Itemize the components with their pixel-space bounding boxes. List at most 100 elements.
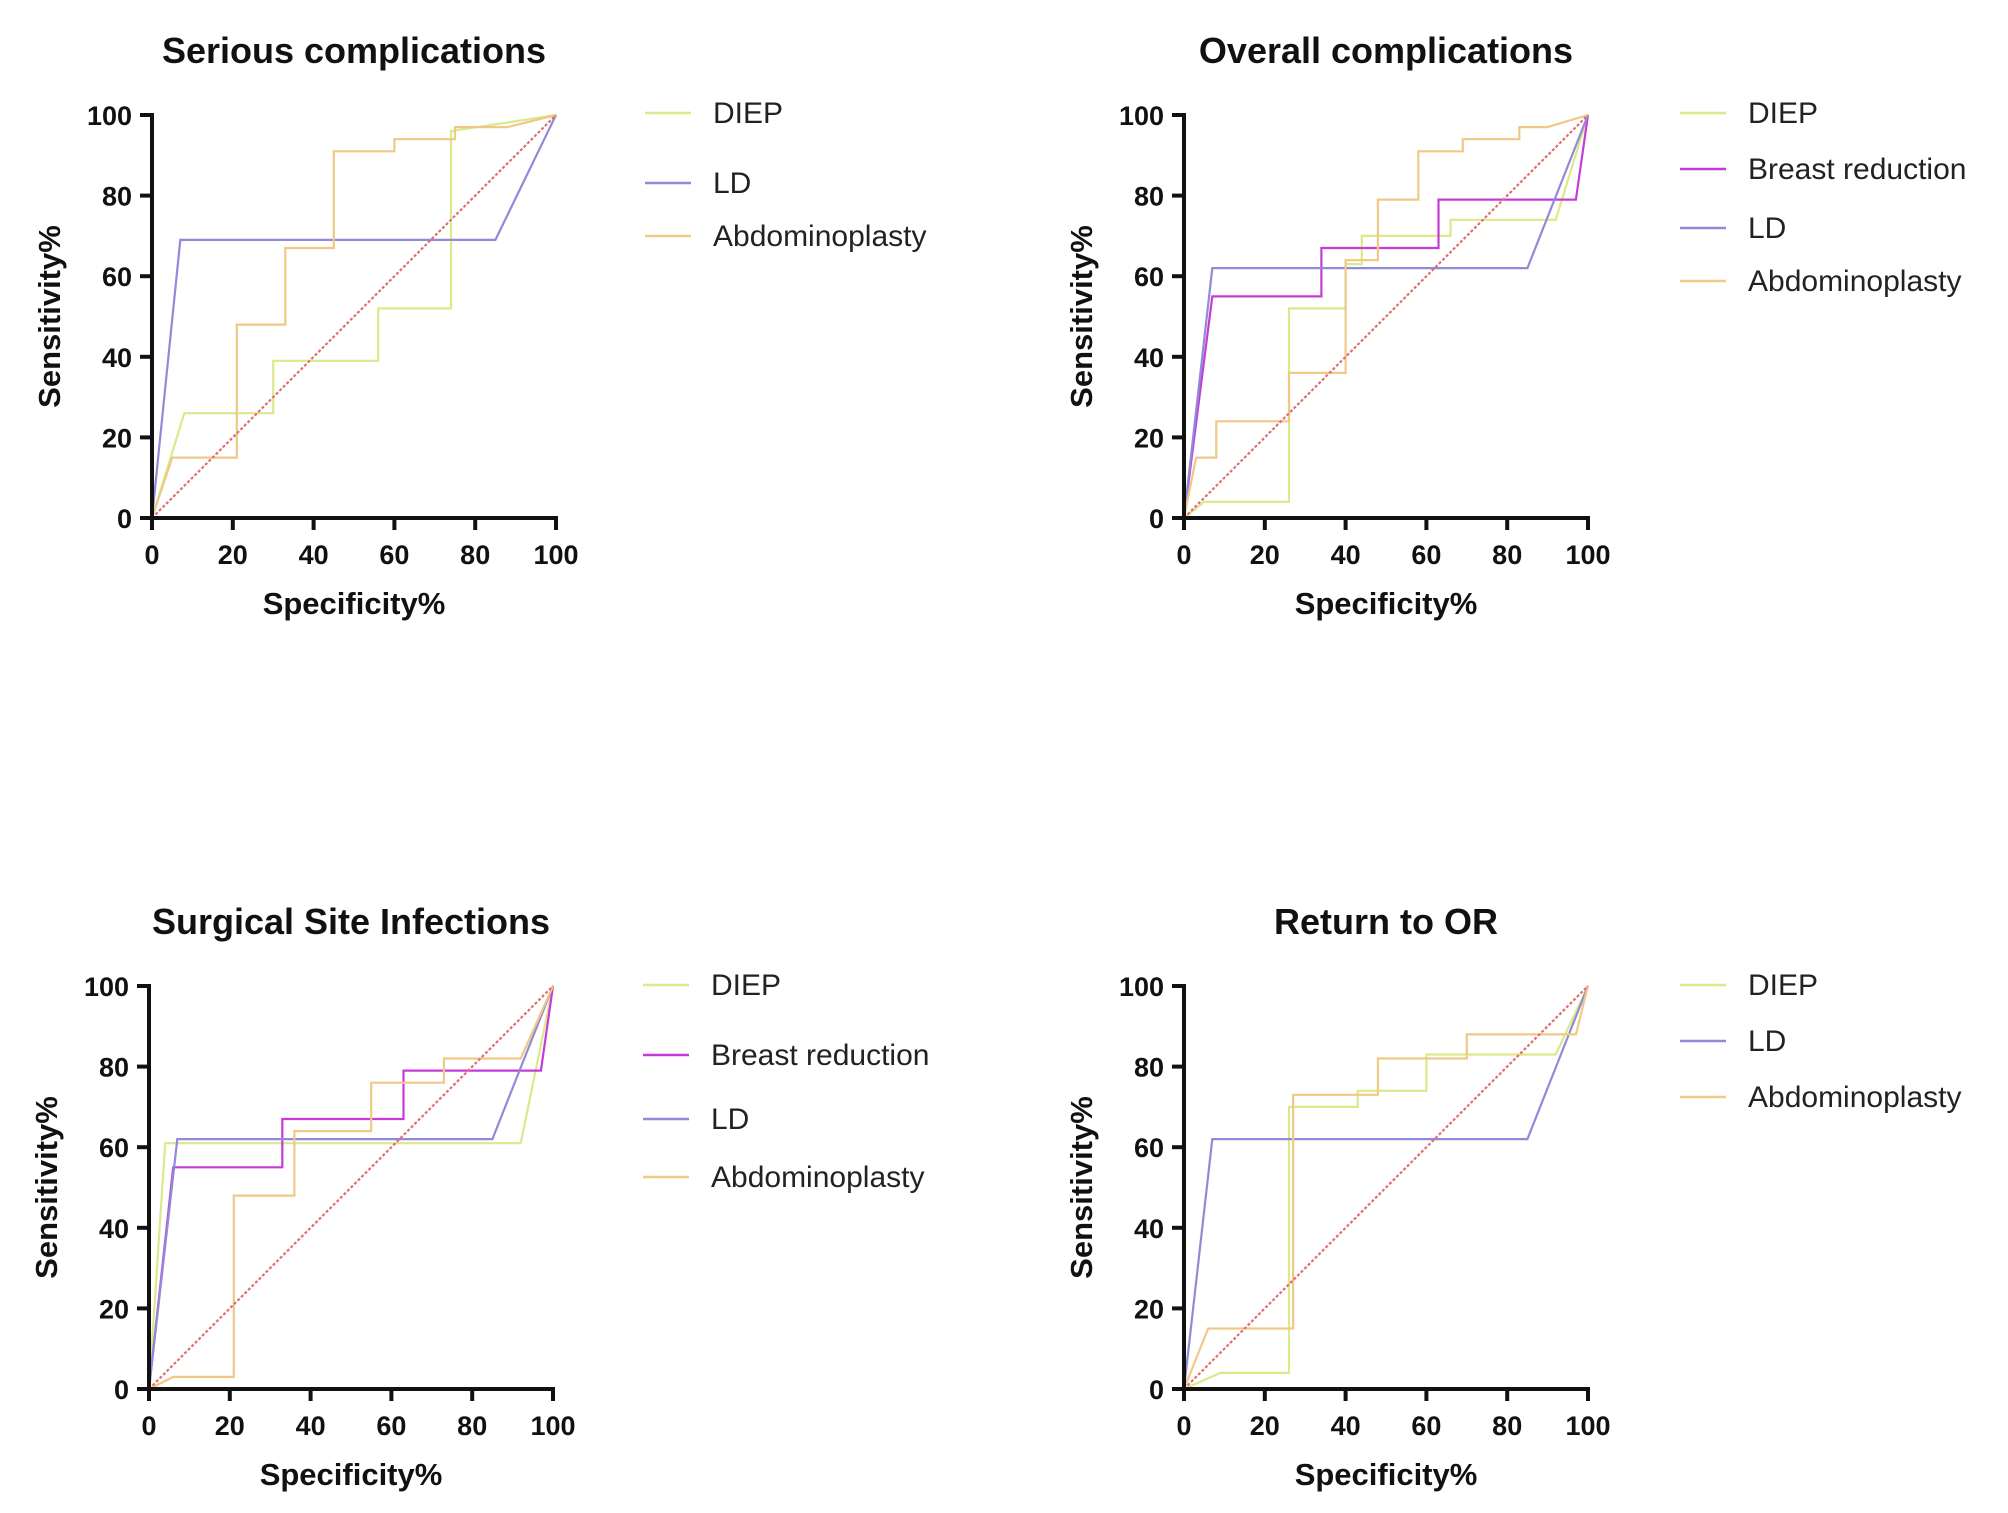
y-tick-label: 80 <box>1134 182 1164 212</box>
series-line-ld <box>1182 985 1590 1390</box>
legend-label-abdominoplasty: Abdominoplasty <box>713 220 926 253</box>
x-tick-label: 40 <box>1331 1411 1361 1441</box>
series-line-abdominoplasty <box>1182 985 1590 1390</box>
x-tick-label: 80 <box>1492 540 1522 570</box>
legend-label-abdominoplasty: Abdominoplasty <box>711 1161 924 1194</box>
legend-label-diep: DIEP <box>713 97 783 130</box>
y-tick-label: 0 <box>1149 504 1164 534</box>
legend: DIEP Breast reduction LD Abdominoplasty <box>1680 97 1966 298</box>
y-tick-label: 60 <box>99 1133 129 1163</box>
legend-label-ld: LD <box>1748 212 1786 245</box>
legend-label-ld: LD <box>711 1103 749 1136</box>
y-tick-label: 0 <box>114 1375 129 1405</box>
series-line-ld <box>1182 114 1590 519</box>
reference-diagonal-line <box>1183 114 1589 519</box>
legend: DIEP Breast reduction LD Abdominoplasty <box>643 969 929 1194</box>
x-tick-label: 100 <box>1565 540 1610 570</box>
series-line-diep <box>1183 985 1589 1391</box>
y-tick-label: 80 <box>1134 1053 1164 1083</box>
y-tick-label: 20 <box>1134 423 1164 453</box>
y-tick-label: 100 <box>1119 101 1164 131</box>
x-tick-label: 60 <box>1411 1411 1441 1441</box>
x-tick-label: 100 <box>533 540 578 570</box>
series-line-ld <box>150 114 557 519</box>
x-tick-label: 0 <box>1176 540 1191 570</box>
chart-overall-complications: Overall complications 0 20 40 60 80 100 0 20 40 60… <box>1064 30 1966 621</box>
legend: DIEP LD Abdominoplasty <box>645 97 926 253</box>
y-tick-label: 20 <box>99 1294 129 1324</box>
y-tick-label: 40 <box>102 343 132 373</box>
x-tick-label: 80 <box>457 1411 487 1441</box>
chart-surgical-site-infections: Surgical Site Infections 0 20 40 60 80 100 0 20 4… <box>29 901 929 1492</box>
legend-label-diep: DIEP <box>1748 969 1818 1002</box>
y-tick-label: 60 <box>1134 262 1164 292</box>
x-tick-label: 20 <box>218 540 248 570</box>
y-tick-label: 0 <box>1149 1375 1164 1405</box>
legend-label-diep: DIEP <box>711 969 781 1002</box>
x-axis-label: Specificity% <box>1295 586 1478 621</box>
x-tick-label: 60 <box>379 540 409 570</box>
y-tick-label: 40 <box>1134 1214 1164 1244</box>
y-tick-label: 20 <box>102 423 132 453</box>
series-line-breast-reduction <box>1182 114 1590 519</box>
x-tick-label: 20 <box>1250 1411 1280 1441</box>
x-tick-label: 80 <box>1492 1411 1522 1441</box>
legend: DIEP LD Abdominoplasty <box>1680 969 1961 1114</box>
chart-serious-complications: Serious complications 0 20 40 60 80 100 0 20 40 60… <box>32 30 926 621</box>
legend-label-ld: LD <box>713 167 751 200</box>
y-tick-label: 40 <box>1134 343 1164 373</box>
reference-diagonal-line <box>1183 985 1589 1390</box>
x-axis-label: Specificity% <box>263 586 446 621</box>
series-line-abdominoplasty <box>148 985 555 1390</box>
y-axis-label: Sensitivity% <box>32 225 67 408</box>
x-tick-label: 100 <box>530 1411 575 1441</box>
legend-label-abdominoplasty: Abdominoplasty <box>1748 1081 1961 1114</box>
x-tick-label: 20 <box>1250 540 1280 570</box>
y-tick-label: 60 <box>1134 1133 1164 1163</box>
reference-diagonal-line <box>151 114 557 519</box>
legend-label-ld: LD <box>1748 1025 1786 1058</box>
x-tick-label: 20 <box>215 1411 245 1441</box>
legend-label-breast-reduction: Breast reduction <box>711 1039 929 1072</box>
y-tick-label: 100 <box>84 972 129 1002</box>
chart-return-to-or: Return to OR 0 20 40 60 80 100 0 20 40 60 80 100 Spec… <box>1064 901 1961 1492</box>
x-tick-label: 60 <box>376 1411 406 1441</box>
legend-label-abdominoplasty: Abdominoplasty <box>1748 265 1961 298</box>
chart-title: Return to OR <box>1274 901 1498 942</box>
x-axis-label: Specificity% <box>260 1457 443 1492</box>
reference-diagonal-line <box>148 985 554 1390</box>
series-line-abdominoplasty <box>150 113 557 519</box>
chart-title: Serious complications <box>162 30 546 71</box>
x-tick-label: 0 <box>1176 1411 1191 1441</box>
y-tick-label: 0 <box>117 504 132 534</box>
y-tick-label: 100 <box>87 101 132 131</box>
legend-label-diep: DIEP <box>1748 97 1818 130</box>
y-tick-label: 80 <box>102 182 132 212</box>
series-line-diep <box>1183 114 1590 519</box>
y-axis-label: Sensitivity% <box>1064 1096 1099 1279</box>
x-tick-label: 40 <box>296 1411 326 1441</box>
series-line-breast-reduction <box>147 985 555 1390</box>
x-tick-label: 80 <box>460 540 490 570</box>
y-tick-label: 40 <box>99 1214 129 1244</box>
chart-title: Surgical Site Infections <box>152 901 550 942</box>
chart-title: Overall complications <box>1199 30 1573 71</box>
series-line-diep <box>147 985 555 1390</box>
x-tick-label: 0 <box>141 1411 156 1441</box>
x-tick-label: 40 <box>299 540 329 570</box>
y-tick-label: 60 <box>102 262 132 292</box>
x-tick-label: 0 <box>144 540 159 570</box>
x-tick-label: 60 <box>1411 540 1441 570</box>
x-tick-label: 100 <box>1565 1411 1610 1441</box>
x-tick-label: 40 <box>1331 540 1361 570</box>
y-axis-label: Sensitivity% <box>1064 225 1099 408</box>
y-tick-label: 20 <box>1134 1294 1164 1324</box>
series-line-diep <box>150 113 557 519</box>
y-axis-label: Sensitivity% <box>29 1096 64 1279</box>
series-line-abdominoplasty <box>1182 113 1589 519</box>
y-tick-label: 100 <box>1119 972 1164 1002</box>
legend-label-breast-reduction: Breast reduction <box>1748 153 1966 186</box>
y-tick-label: 80 <box>99 1053 129 1083</box>
series-line-ld <box>147 985 555 1390</box>
